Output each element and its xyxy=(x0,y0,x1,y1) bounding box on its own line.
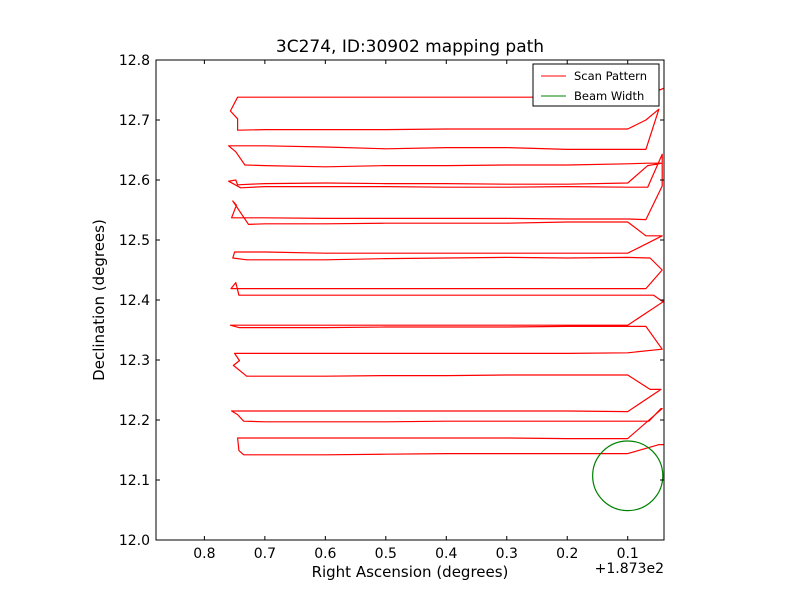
y-tick-label: 12.0 xyxy=(119,533,150,549)
scan-pattern-line xyxy=(228,87,664,456)
y-tick-label: 12.7 xyxy=(119,113,150,129)
x-tick-label: 0.2 xyxy=(556,546,578,562)
beam-width-circle xyxy=(592,440,664,512)
y-tick-label: 12.1 xyxy=(119,473,150,489)
legend-label-scan-pattern: Scan Pattern xyxy=(574,69,647,83)
x-tick-label: 0.1 xyxy=(617,546,639,562)
x-tick-label: 0.3 xyxy=(496,546,518,562)
legend: Scan Pattern Beam Width xyxy=(532,63,660,107)
y-tick-label: 12.5 xyxy=(119,233,150,249)
x-tick-label: 0.4 xyxy=(435,546,457,562)
x-tick-label: 0.7 xyxy=(254,546,276,562)
legend-box xyxy=(532,63,660,107)
x-tick-label: 0.8 xyxy=(193,546,215,562)
x-offset-label: +1.873e2 xyxy=(595,561,664,577)
y-tick-label: 12.3 xyxy=(119,353,150,369)
y-tick-label: 12.4 xyxy=(119,293,150,309)
y-tick-label: 12.2 xyxy=(119,413,150,429)
y-tick-label: 12.8 xyxy=(119,53,150,69)
chart-title: 3C274, ID:30902 mapping path xyxy=(276,37,544,57)
y-tick-label: 12.6 xyxy=(119,173,150,189)
x-tick-label: 0.6 xyxy=(314,546,336,562)
y-axis-label: Declination (degrees) xyxy=(90,219,108,381)
x-tick-label: 0.5 xyxy=(375,546,397,562)
legend-label-beam-width: Beam Width xyxy=(574,89,644,103)
x-axis-label: Right Ascension (degrees) xyxy=(312,563,509,581)
